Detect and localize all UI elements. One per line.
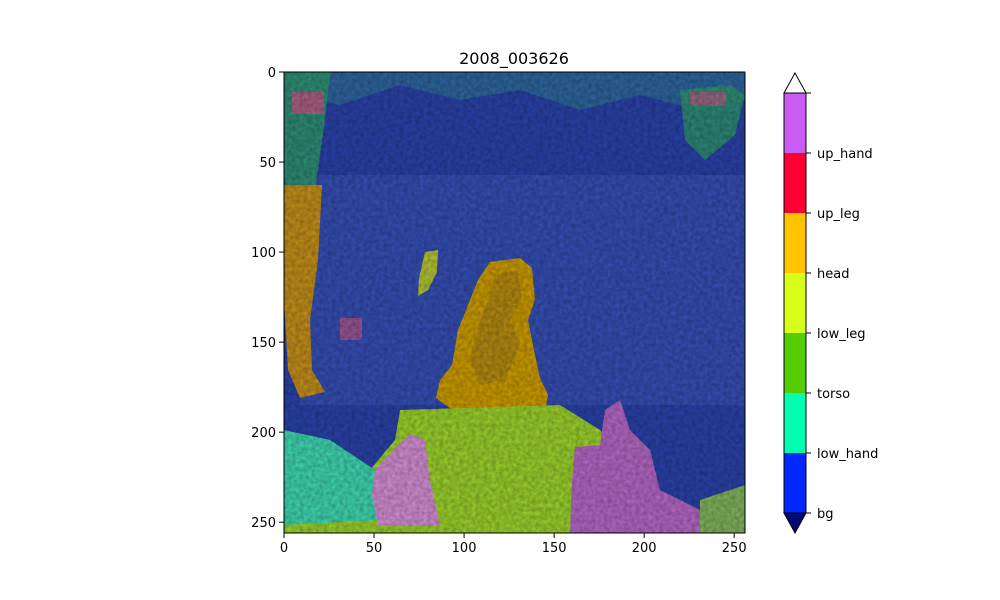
y-axis: 0 50 100 150 200 250: [251, 66, 284, 531]
y-tick-label: 0: [268, 66, 276, 81]
y-tick-label: 200: [251, 426, 276, 441]
colorbar-segment: [784, 93, 806, 153]
colorbar-segment: [784, 213, 806, 273]
colorbar-label: torso: [817, 387, 850, 402]
colorbar-segment: [784, 273, 806, 333]
x-axis: 0 50 100 150 200 250: [280, 533, 747, 556]
x-tick-label: 250: [722, 541, 747, 556]
colorbar-label: bg: [817, 507, 834, 522]
colorbar-segment: [784, 453, 806, 513]
x-tick-label: 150: [542, 541, 567, 556]
colorbar-segment: [784, 333, 806, 393]
x-tick-label: 100: [452, 541, 477, 556]
y-tick-label: 50: [259, 156, 276, 171]
colorbar-label: head: [817, 267, 849, 282]
colorbar-label: low_leg: [817, 327, 866, 342]
colorbar-label: low_hand: [817, 447, 878, 462]
x-tick-label: 50: [366, 541, 383, 556]
y-tick-label: 100: [251, 246, 276, 261]
colorbar: bg low_hand torso low_leg head up_leg up_hand: [783, 71, 878, 535]
x-tick-label: 200: [632, 541, 657, 556]
x-tick-label: 0: [280, 541, 288, 556]
colorbar-under-arrow: [783, 512, 807, 535]
texture-overlay: [284, 72, 745, 533]
colorbar-segment: [784, 393, 806, 453]
segmentation-image: [284, 72, 745, 533]
colorbar-segment: [784, 153, 806, 213]
colorbar-over-arrow: [783, 71, 807, 94]
colorbar-frame: [783, 92, 807, 514]
colorbar-label: up_leg: [817, 207, 860, 222]
colorbar-label: up_hand: [817, 147, 873, 162]
image-frame: [283, 71, 746, 534]
y-tick-label: 250: [251, 516, 276, 531]
y-tick-label: 150: [251, 336, 276, 351]
chart-title: 2008_003626: [459, 49, 569, 69]
